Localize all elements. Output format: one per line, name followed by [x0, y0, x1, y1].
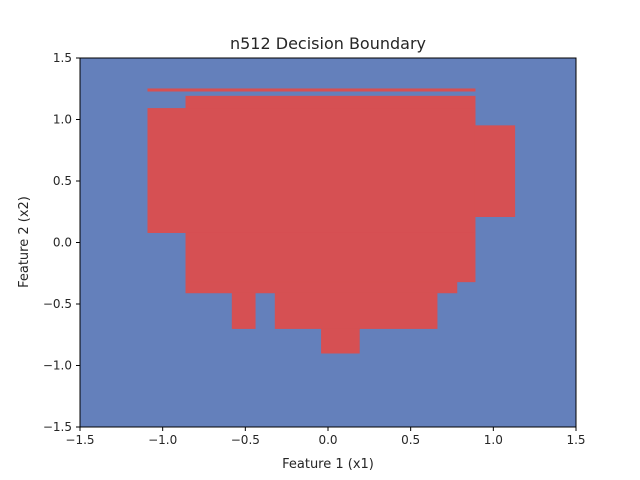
y-tick-label: −1.0	[43, 359, 72, 373]
x-tick-label: 1.0	[484, 433, 503, 447]
x-tick-label: −1.5	[65, 433, 94, 447]
class-1-region-7	[274, 292, 438, 329]
class-1-region-8	[321, 328, 360, 354]
y-axis-label: Feature 2 (x2)	[17, 196, 32, 288]
class-1-region-5	[185, 281, 458, 294]
y-axis-ticks: −1.5 −1.0 −0.5 0.0 0.5 1.0 1.5	[43, 51, 80, 434]
class-1-region-3	[474, 125, 516, 217]
class-1-region-4	[185, 232, 476, 283]
x-tick-label: −0.5	[231, 433, 260, 447]
x-tick-label: −1.0	[148, 433, 177, 447]
class-1-region-0	[147, 88, 476, 92]
x-tick-label: 0.0	[318, 433, 337, 447]
x-tick-label: 1.5	[566, 433, 585, 447]
y-tick-label: −1.5	[43, 420, 72, 434]
class-1-region-2	[147, 108, 476, 233]
y-tick-label: 0.5	[53, 174, 72, 188]
plot-area	[79, 57, 577, 428]
class-1-region-6	[231, 292, 256, 329]
y-tick-label: 1.5	[53, 51, 72, 65]
class-1-regions	[147, 88, 516, 354]
x-axis-label: Feature 1 (x1)	[282, 457, 374, 472]
y-tick-label: −0.5	[43, 297, 72, 311]
x-tick-label: 0.5	[401, 433, 420, 447]
y-tick-label: 1.0	[53, 113, 72, 127]
chart-title: n512 Decision Boundary	[230, 34, 426, 53]
y-tick-label: 0.0	[53, 236, 72, 250]
x-axis-ticks: −1.5 −1.0 −0.5 0.0 0.5 1.0 1.5	[65, 427, 586, 447]
